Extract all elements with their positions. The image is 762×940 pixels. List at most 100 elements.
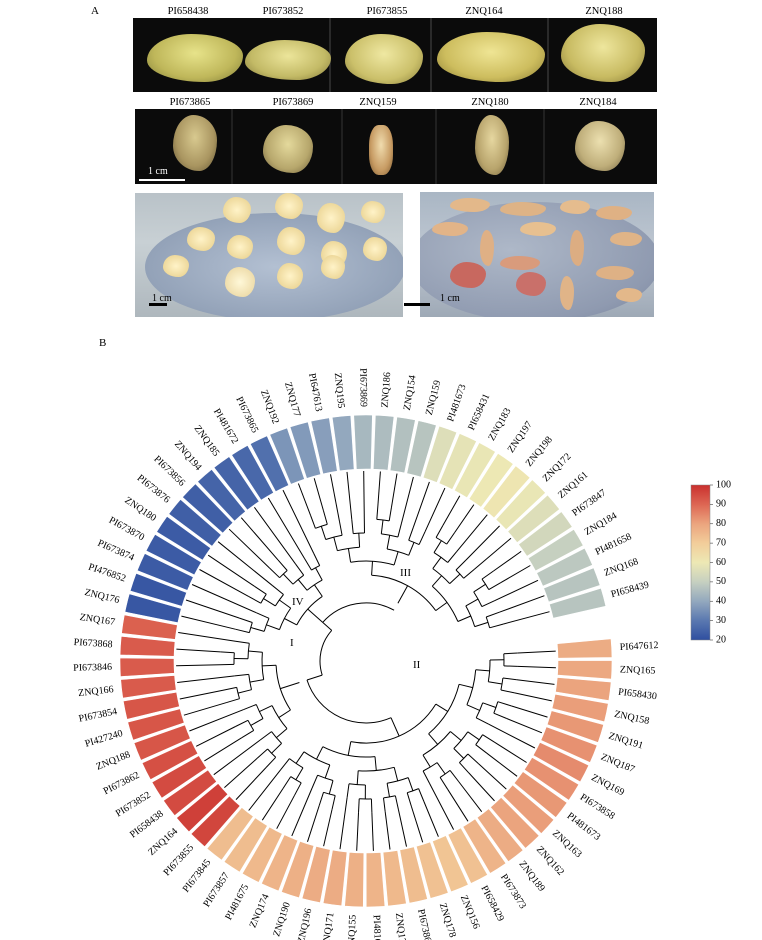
leaf-label-ZNQ158: ZNQ158 [613, 709, 650, 727]
leaf-label-ZNQ180: ZNQ180 [123, 495, 159, 524]
heatmap-cell-ZNQ158 [551, 693, 609, 723]
leaf-label-PI673857: PI673857 [201, 871, 231, 910]
callus-photo-row-2 [135, 109, 657, 184]
heatmap-cell-ZNQ197 [468, 452, 514, 508]
callus-image-PI673869 [263, 125, 313, 173]
leaf-label-PI481673: PI481673 [445, 383, 468, 423]
heatmap-cell-ZNQ191 [546, 710, 604, 743]
leaf-label-PI673856: PI673856 [151, 454, 187, 489]
cluster-label-III: III [400, 567, 411, 579]
leaf-label-ZNQ167: ZNQ167 [79, 612, 116, 628]
leaf-label-PI673863: PI673863 [415, 908, 434, 940]
leaf-label-ZNQ189: ZNQ189 [516, 859, 546, 894]
heatmap-cell-ZNQ169 [532, 742, 590, 783]
leaf-label-PI647612: PI647612 [619, 640, 658, 653]
row2-caption-3: ZNQ159 [359, 97, 397, 108]
heatmap-cell-ZNQ188 [133, 724, 191, 761]
leaf-label-PI658430: PI658430 [617, 687, 657, 703]
leaf-label-ZNQ172: ZNQ172 [541, 451, 574, 484]
leaf-label-PI658438: PI658438 [128, 808, 166, 840]
leaf-label-PI673876: PI673876 [135, 473, 172, 506]
scale-text-row-2: 1 cm [148, 166, 168, 177]
leaf-label-PI673868: PI673868 [73, 637, 113, 650]
heatmap-cell-ZNQ183 [453, 442, 496, 499]
leaf-label-PI673847: PI673847 [570, 487, 608, 518]
leaf-label-ZNQ186: ZNQ186 [380, 372, 394, 408]
leaf-label-ZNQ188: ZNQ188 [95, 749, 132, 772]
colorbar-tick-60: 60 [716, 557, 726, 568]
scale-text-dish-left: 1 cm [152, 293, 172, 304]
heatmap-cell-ZNQ184 [527, 528, 584, 572]
heatmap-cell-ZNQ198 [482, 465, 531, 519]
leaf-label-ZNQ195: ZNQ195 [332, 372, 346, 408]
heatmap-cell-PI481666 [365, 852, 386, 908]
leaf-label-ZNQ159: ZNQ159 [424, 379, 443, 416]
leaf-label-PI658429: PI658429 [478, 884, 506, 924]
leaf-label-ZNQ184: ZNQ184 [583, 510, 619, 537]
row2-caption-2: PI673869 [272, 97, 314, 108]
colorbar-tick-70: 70 [716, 537, 726, 548]
heatmap-cell-PI673865 [249, 435, 290, 492]
dish-photo-right [420, 192, 654, 317]
leaf-label-PI673858: PI673858 [578, 792, 617, 822]
row2-caption-4: ZNQ180 [471, 97, 509, 108]
leaf-label-ZNQ194: ZNQ194 [172, 439, 204, 473]
leaf-label-PI673846: PI673846 [73, 662, 112, 674]
panel-b-label: B [99, 337, 107, 349]
callus-image-PI673855 [345, 34, 423, 84]
heatmap-cell-ZNQ187 [540, 726, 598, 763]
heatmap-cell-ZNQ192 [269, 427, 305, 485]
heatmap-cell-PI481658 [536, 547, 593, 587]
leaf-label-ZNQ176: ZNQ176 [83, 587, 120, 606]
leaf-label-PI673852: PI673852 [114, 790, 153, 820]
leaf-label-PI673869: PI673869 [357, 368, 368, 407]
heatmap-cell-ZNQ185 [213, 456, 260, 511]
leaf-label-ZNQ163: ZNQ163 [550, 828, 584, 860]
leaf-label-PI476852: PI476852 [87, 562, 127, 585]
heatmap-cell-PI647613 [310, 417, 338, 475]
leaf-label-PI481673: PI481673 [565, 811, 603, 843]
leaf-label-ZNQ190: ZNQ190 [271, 901, 292, 938]
cluster-label-II: II [413, 659, 421, 671]
row2-caption-5: ZNQ184 [579, 97, 617, 108]
heatmap-cell-ZNQ180 [156, 515, 212, 561]
scale-bar-row-2 [139, 179, 185, 181]
leaf-label-PI481666: PI481666 [371, 915, 383, 940]
leaf-label-ZNQ178: ZNQ178 [437, 902, 458, 939]
heatmap-cell-PI673862 [141, 740, 199, 781]
colorbar-tick-50: 50 [716, 576, 726, 587]
heatmap-cell-ZNQ186 [373, 414, 395, 471]
heatmap-cell-PI481672 [231, 444, 274, 501]
heatmap-cell-PI673874 [136, 553, 194, 591]
heatmap-cell-ZNQ170 [382, 850, 407, 907]
heatmap-cell-PI673857 [223, 817, 268, 873]
leaf-label-ZNQ196: ZNQ196 [296, 907, 315, 940]
leaf-label-ZNQ174: ZNQ174 [248, 893, 272, 930]
heatmap-cell-PI673863 [399, 846, 428, 904]
heatmap-cell-PI673876 [168, 499, 222, 547]
scale-bar-dish-right [404, 303, 430, 306]
leaf-label-PI481658: PI481658 [594, 531, 634, 557]
leaf-label-ZNQ183: ZNQ183 [486, 406, 513, 442]
leaf-label-ZNQ156: ZNQ156 [458, 894, 482, 931]
leaf-label-PI673874: PI673874 [96, 538, 136, 564]
leaf-label-ZNQ191: ZNQ191 [607, 731, 644, 752]
heatmap-cell-PI658438 [163, 769, 218, 816]
heatmap-cell-ZNQ168 [543, 567, 601, 603]
leaf-label-PI673870: PI673870 [107, 515, 146, 543]
leaf-label-ZNQ154: ZNQ154 [402, 374, 419, 411]
heatmap-cell-ZNQ195 [331, 415, 355, 472]
heatmap-cell-PI427240 [127, 708, 185, 741]
leaf-label-ZNQ162: ZNQ162 [534, 844, 566, 878]
heatmap-cell-PI658431 [438, 433, 477, 490]
colorbar-tick-30: 30 [716, 615, 726, 626]
heatmap-cell-PI476852 [129, 572, 188, 607]
colorbar-tick-100: 100 [716, 479, 731, 490]
heatmap-cell-ZNQ174 [261, 834, 299, 892]
heatmap-cell-PI658429 [447, 827, 488, 884]
leaf-label-ZNQ170: ZNQ170 [393, 912, 408, 940]
heatmap-cell-ZNQ165 [557, 660, 613, 680]
callus-image-PI658438 [147, 34, 243, 82]
colorbar [690, 484, 711, 641]
